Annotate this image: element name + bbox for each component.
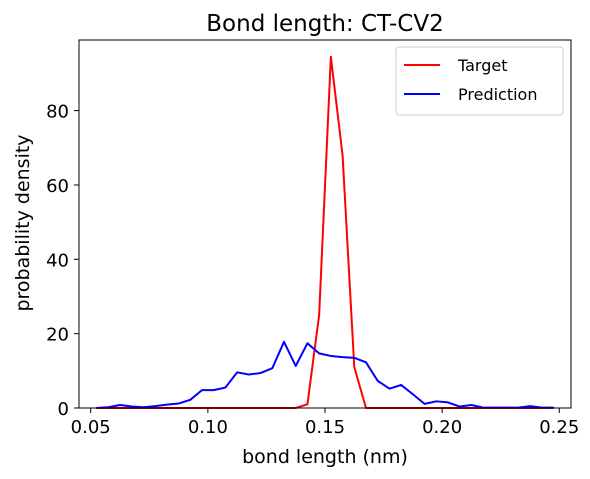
data-point-prediction	[458, 405, 461, 408]
data-point-prediction	[447, 401, 449, 404]
y-axis-label: probability density	[12, 134, 34, 311]
data-point-prediction	[130, 405, 133, 408]
chart-title: Bond length: CT-CV2	[206, 11, 443, 37]
data-point-target	[353, 366, 356, 368]
x-tick-label: 0.10	[188, 417, 228, 438]
data-point-prediction	[400, 384, 402, 386]
y-tick-label: 20	[46, 325, 69, 346]
data-point-prediction	[318, 352, 320, 355]
x-tick-label: 0.05	[71, 417, 111, 438]
data-point-prediction	[271, 367, 274, 370]
data-point-prediction	[423, 403, 426, 405]
data-point-prediction	[529, 405, 531, 407]
y-tick-label: 80	[46, 102, 69, 123]
data-point-prediction	[470, 404, 473, 406]
x-tick-label: 0.20	[422, 417, 462, 438]
y-tick-label: 40	[46, 250, 69, 271]
data-point-prediction	[412, 393, 414, 396]
data-point-prediction	[189, 399, 192, 401]
data-point-prediction	[177, 402, 180, 405]
data-point-prediction	[224, 386, 227, 389]
data-point-prediction	[294, 365, 297, 367]
y-tick-label: 60	[46, 176, 69, 197]
data-point-prediction	[306, 342, 309, 345]
legend: Target Prediction	[395, 46, 564, 116]
data-point-prediction	[388, 387, 391, 390]
data-point-prediction	[330, 355, 332, 357]
x-axis-label: bond length (nm)	[242, 446, 408, 468]
data-point-prediction	[353, 357, 356, 359]
data-point-prediction	[154, 405, 156, 407]
data-point-prediction	[376, 380, 379, 382]
data-point-prediction	[119, 404, 121, 406]
series-line-prediction	[96, 340, 554, 409]
data-point-prediction	[166, 403, 168, 406]
data-point-prediction	[236, 371, 238, 374]
data-point-prediction	[212, 389, 215, 391]
x-tick-label: 0.15	[305, 417, 345, 438]
data-point-target	[330, 55, 332, 58]
data-point-prediction	[201, 389, 203, 391]
data-point-prediction	[435, 400, 438, 403]
data-point-prediction	[283, 341, 285, 343]
data-point-prediction	[341, 356, 344, 358]
data-point-prediction	[259, 372, 262, 374]
data-point-prediction	[365, 361, 367, 364]
axes: 0.05 0.10 0.15 0.20 0.25 0 20 40 60 80	[46, 39, 579, 438]
y-tick-label: 0	[58, 399, 69, 420]
legend-label-target: Target	[457, 56, 508, 75]
data-point-prediction	[248, 373, 250, 376]
data-point-target	[318, 314, 320, 316]
legend-label-prediction: Prediction	[458, 85, 537, 104]
data-point-target	[306, 403, 309, 406]
x-tick-label: 0.25	[539, 417, 579, 438]
data-point-target	[341, 154, 344, 157]
